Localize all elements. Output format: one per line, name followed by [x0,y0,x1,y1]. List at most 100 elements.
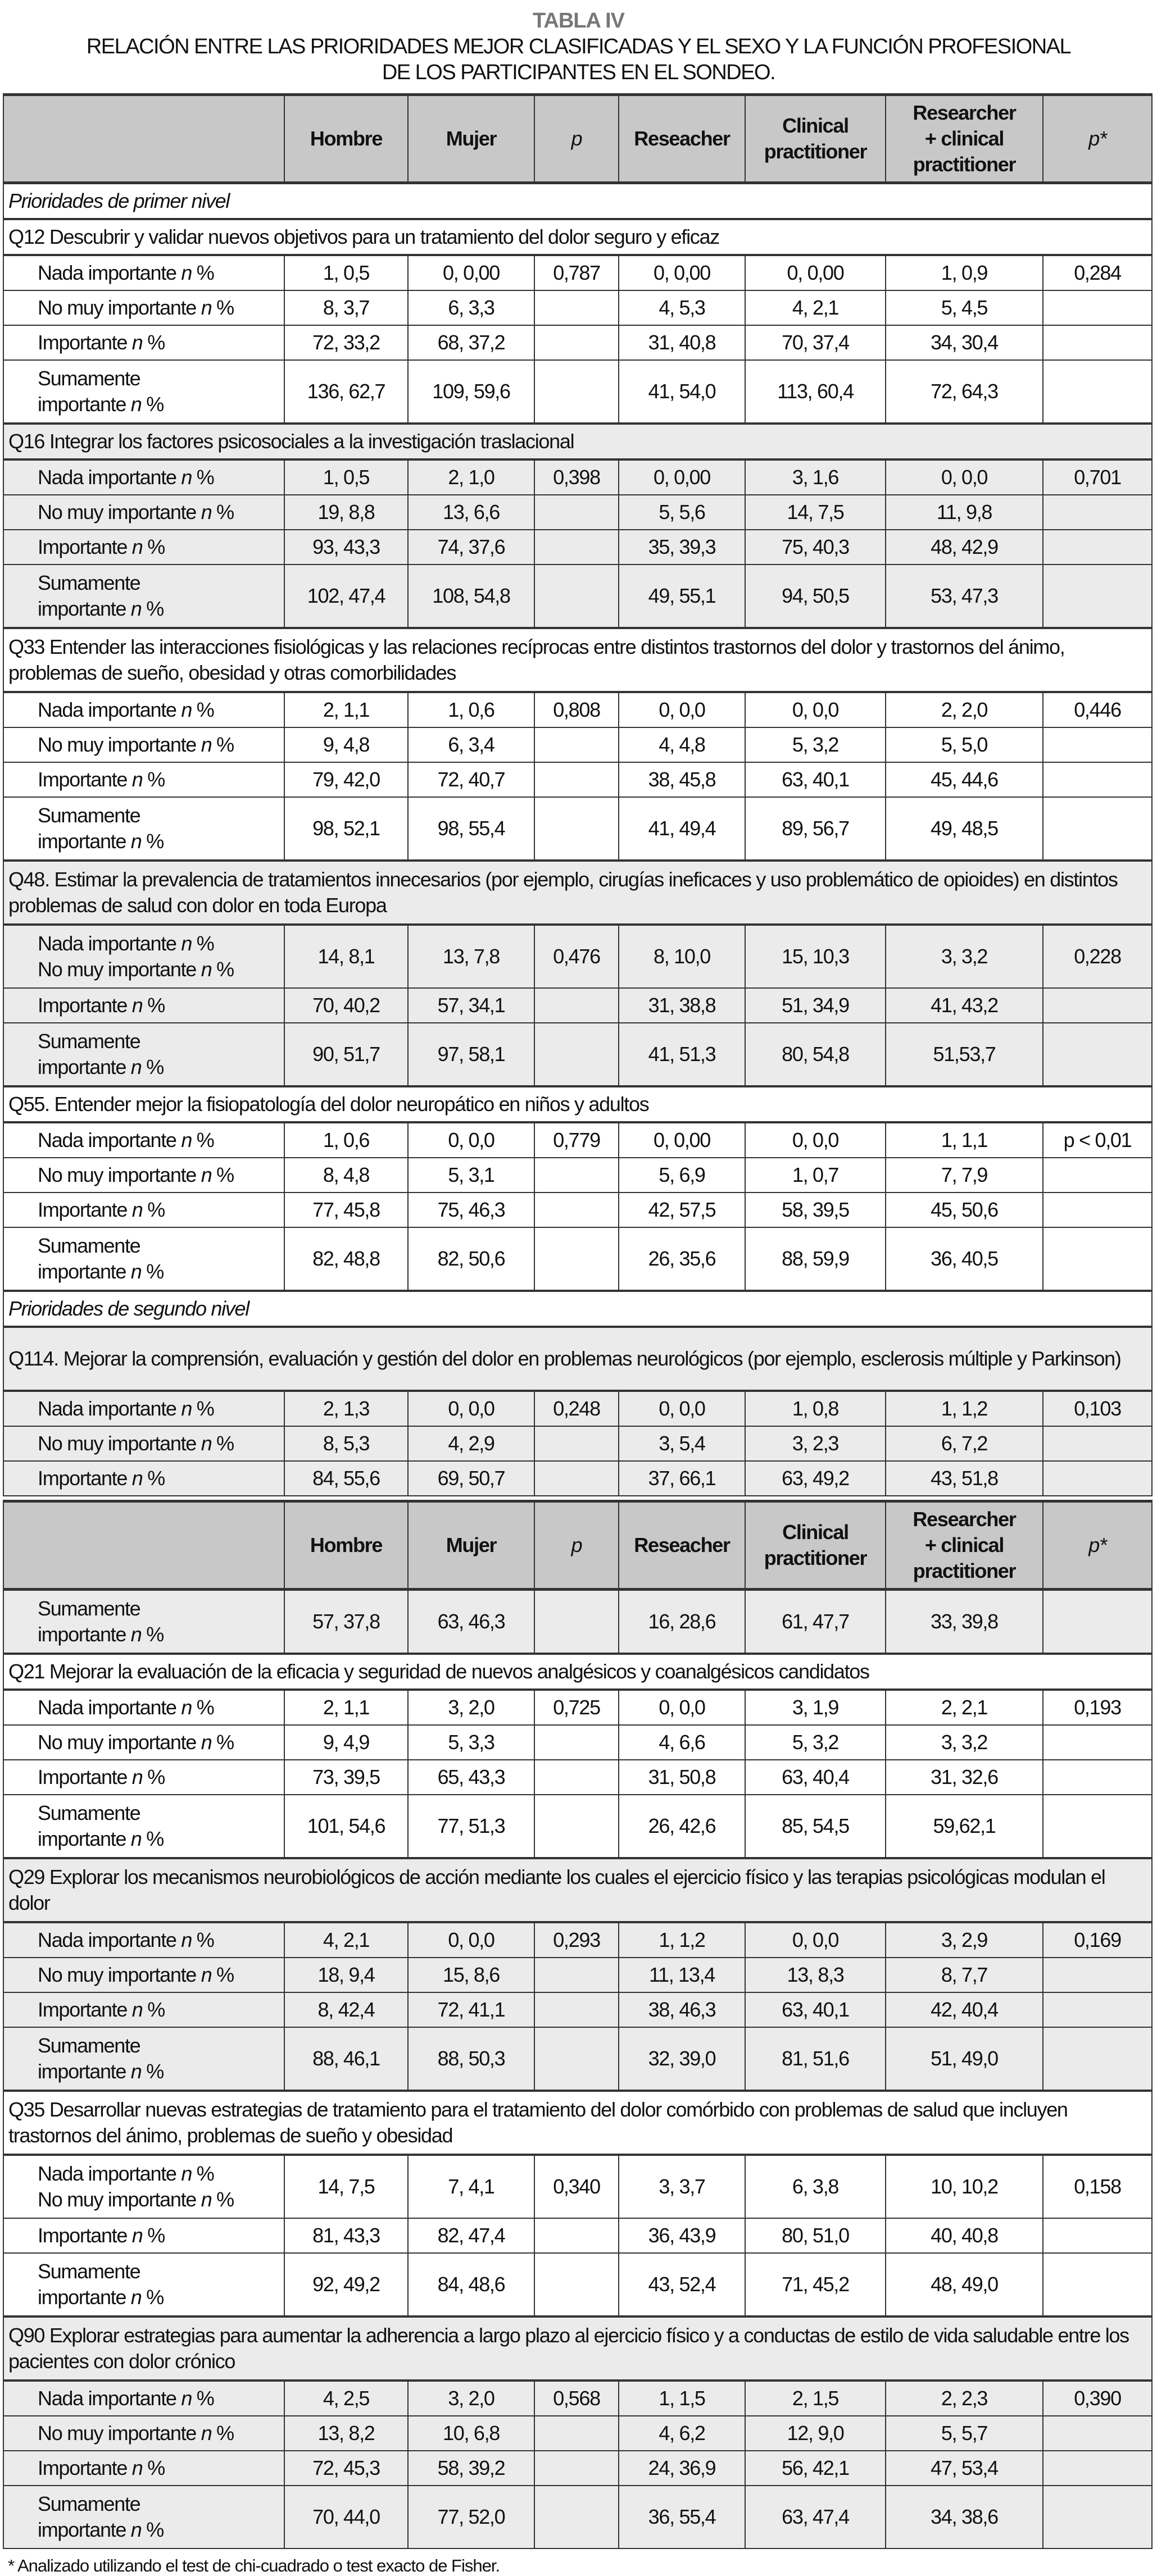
row-label-line: Nada importante n % [38,1127,279,1153]
cell-hombre: 98, 52,1 [284,797,409,861]
row-label: Nada importante n % [3,254,285,291]
table-row: Importante n % 84, 55,6 69, 50,7 37, 66,1 63… [3,1460,1153,1496]
unit-pct: % [146,2286,164,2309]
cell-reseacher: 42, 57,5 [618,1192,746,1228]
cell-clinical-practitioner: 0, 0,0 [745,691,886,728]
cell-clinical-practitioner: 88, 59,9 [745,1227,886,1291]
cell-p [534,1022,619,1087]
cell-hombre: 2, 1,1 [284,1689,409,1726]
subtitle-line: DE LOS PARTICIPANTES EN EL SONDEO. [382,61,776,84]
cell-p [534,1192,619,1228]
unit-pct: % [147,2456,165,2479]
question-text: Q29 Explorar los mecanismos neurobiológi… [3,1857,1153,1923]
cell-hombre: 4, 2,5 [284,2380,409,2416]
cell-p-star [1042,1460,1153,1496]
cell-clinical-practitioner: 2, 1,5 [745,2380,886,2416]
header-line: practitioner [764,140,868,163]
row-label: Nada importante n % No muy importante n % [3,2154,285,2219]
cell-p [534,564,619,629]
cell-clinical-practitioner: 61, 47,7 [745,1589,886,1654]
cell-mujer: 0, 0,0 [407,1922,535,1958]
unit-n: n [131,768,143,791]
cell-reseacher: 36, 55,4 [618,2485,746,2549]
row-label-text: Importante [38,1467,128,1490]
row-label-text: Sumamente [38,1030,141,1053]
table-row: Importante n % 79, 42,0 72, 40,7 38, 45,8 63… [3,762,1153,798]
row-label-text: Importante [38,535,128,558]
cell-clinical-practitioner: 85, 54,5 [745,1794,886,1859]
row-label-text: importante [38,1055,126,1078]
cell-researcher-clinical: 34, 30,4 [885,325,1043,361]
cell-reseacher: 4, 6,2 [618,2415,746,2451]
cell-mujer: 0, 0,0 [407,1390,535,1427]
cell-p: 0,340 [534,2154,619,2219]
row-label-text: No muy importante [38,1963,197,1986]
cell-clinical-practitioner: 63, 47,4 [745,2485,886,2549]
unit-n: n [201,2188,212,2211]
cell-reseacher: 26, 42,6 [618,1794,746,1859]
unit-pct: % [146,393,164,416]
cell-researcher-clinical: 41, 43,2 [885,987,1043,1023]
cell-reseacher: 5, 6,9 [618,1157,746,1193]
header-line: Hombre [310,127,383,150]
table-row: Sumamente importante n % 88, 46,1 88, 50,3 3… [3,2027,1153,2091]
cell-p-star: 0,228 [1042,924,1153,989]
row-label: No muy importante n % [3,1426,285,1462]
cell-p: 0,476 [534,924,619,989]
cell-p [534,1724,619,1760]
question-row: Q55. Entender mejor la fisiopatología de… [3,1085,1153,1123]
cell-p [534,1157,619,1193]
table-row: No muy importante n % 9, 4,9 5, 3,3 4, 6,6 5… [3,1724,1153,1760]
unit-pct: % [196,1696,215,1719]
cell-p [534,2027,619,2091]
row-label-text: Nada importante [38,1928,177,1951]
row-label-line: No muy importante n % [38,499,279,525]
row-label: No muy importante n % [3,1957,285,1993]
header-line: Reseacher [634,127,731,150]
data-table-part-1: Hombre Mujer p Reseacher Clinical practitione… [3,93,1153,1496]
cell-p [534,2218,619,2254]
row-label: Sumamente importante n % [3,1794,285,1859]
row-label-text: Sumamente [38,804,141,827]
cell-reseacher: 24, 36,9 [618,2450,746,2486]
cell-p [534,1957,619,1993]
row-label-text: Sumamente [38,2492,141,2515]
unit-pct: % [147,2224,165,2247]
table-row: Importante n % 73, 39,5 65, 43,3 31, 50,8 63… [3,1759,1153,1795]
unit-pct: % [147,1998,165,2021]
cell-clinical-practitioner: 12, 9,0 [745,2415,886,2451]
unit-pct: % [196,1928,215,1951]
cell-reseacher: 1, 1,5 [618,2380,746,2416]
cell-hombre: 84, 55,6 [284,1460,409,1496]
cell-mujer: 1, 0,6 [407,691,535,728]
cell-p: 0,787 [534,254,619,291]
row-label-line: Nada importante n % [38,931,279,957]
cell-p [534,1992,619,2028]
cell-reseacher: 31, 40,8 [618,325,746,361]
unit-pct: % [216,1963,234,1986]
unit-pct: % [147,1467,165,1490]
row-label: Importante n % [3,762,285,798]
unit-pct: % [216,1731,234,1754]
cell-clinical-practitioner: 0, 0,0 [745,1922,886,1958]
priority-level-row: Prioridades de primer nivel [3,181,1153,220]
row-label-line: importante n % [38,392,279,417]
cell-hombre: 102, 47,4 [284,564,409,629]
cell-p-star: 0,446 [1042,691,1153,728]
row-label: Sumamente importante n % [3,1022,285,1087]
cell-researcher-clinical: 6, 7,2 [885,1426,1043,1462]
cell-researcher-clinical: 31, 32,6 [885,1759,1043,1795]
row-label-line: Nada importante n % [38,465,279,490]
cell-p-star [1042,2218,1153,2254]
row-label: Nada importante n % [3,2380,285,2416]
row-label: Nada importante n % [3,1390,285,1427]
column-header-researcher-clinical: Researcher + clinical practitioner [885,1500,1043,1591]
column-header-hombre: Hombre [284,1500,409,1591]
row-label-line: No muy importante n % [38,1730,279,1755]
cell-reseacher: 26, 35,6 [618,1227,746,1291]
row-label-line: No muy importante n % [38,2420,279,2446]
cell-p-star: p < 0,01 [1042,1122,1153,1158]
cell-clinical-practitioner: 51, 34,9 [745,987,886,1023]
row-label: No muy importante n % [3,1724,285,1760]
row-label-text: importante [38,1260,126,1283]
